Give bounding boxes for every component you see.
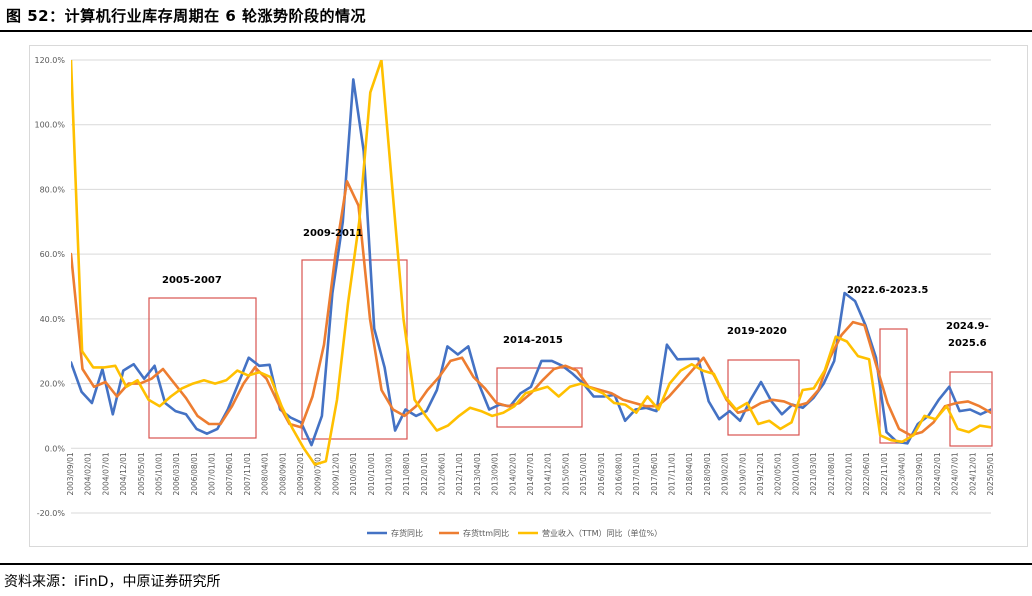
x-tick-label: 2021/08/01	[827, 452, 836, 495]
x-tick-label: 2011/08/01	[402, 452, 411, 495]
series-lines	[71, 60, 991, 466]
figure-title: 图 52：计算机行业库存周期在 6 轮涨势阶段的情况	[6, 6, 366, 25]
x-tick-label: 2017/11/01	[668, 452, 677, 495]
legend-label: 存货同比	[391, 528, 423, 538]
x-tick-label: 2024/12/01	[968, 452, 977, 495]
x-tick-label: 2019/02/01	[721, 452, 730, 495]
figure-footer: 资料来源：iFinD，中原证券研究所	[0, 563, 1032, 596]
period-label: 2009-2011	[303, 228, 363, 239]
x-tick-label: 2004/02/01	[84, 452, 93, 495]
y-tick-label: 0.0%	[45, 444, 66, 453]
x-tick-label: 2009/12/01	[331, 452, 340, 495]
x-tick-label: 2022/11/01	[880, 452, 889, 495]
x-tick-label: 2009/07/01	[314, 452, 323, 495]
x-tick-label: 2007/06/01	[225, 452, 234, 495]
x-tick-label: 2015/10/01	[579, 452, 588, 495]
x-tick-label: 2008/09/01	[278, 452, 287, 495]
x-tick-label: 2014/07/01	[526, 452, 535, 495]
series-line-2	[71, 180, 991, 437]
x-tick-label: 2015/05/01	[561, 452, 570, 495]
x-tick-label: 2019/07/01	[738, 452, 747, 495]
x-tick-label: 2017/06/01	[650, 452, 659, 495]
x-tick-label: 2010/10/01	[367, 452, 376, 495]
x-tick-label: 2005/05/01	[137, 452, 146, 495]
x-tick-label: 2017/01/01	[632, 452, 641, 495]
x-tick-label: 2013/04/01	[473, 452, 482, 495]
x-tick-label: 2024/02/01	[933, 452, 942, 495]
legend-label: 存货ttm同比	[463, 528, 509, 538]
x-tick-label: 2012/11/01	[455, 452, 464, 495]
x-axis-ticks: 2003/09/01 2004/02/01 2004/07/01 2004/12/01…	[66, 452, 995, 495]
legend: 存货同比 存货ttm同比 营业收入（TTM）同比（单位%）	[367, 528, 662, 538]
y-tick-label: 60.0%	[40, 250, 66, 259]
x-tick-label: 2014/02/01	[508, 452, 517, 495]
period-labels: 2005-2007 2009-2011 2014-2015 2019-2020 2022…	[162, 228, 989, 349]
x-tick-label: 2018/09/01	[703, 452, 712, 495]
y-tick-label: 20.0%	[40, 380, 66, 389]
period-box	[496, 367, 583, 428]
y-tick-label: 100.0%	[34, 121, 65, 130]
x-tick-label: 2013/09/01	[491, 452, 500, 495]
x-tick-label: 2011/03/01	[384, 452, 393, 495]
x-tick-label: 2007/11/01	[243, 452, 252, 495]
x-tick-label: 2016/03/01	[597, 452, 606, 495]
x-tick-label: 2023/04/01	[898, 452, 907, 495]
x-tick-label: 2023/09/01	[915, 452, 924, 495]
x-tick-label: 2020/10/01	[791, 452, 800, 495]
x-tick-label: 2003/09/01	[66, 452, 75, 495]
period-label-line2: 2025.6	[948, 338, 987, 349]
x-tick-label: 2022/06/01	[862, 452, 871, 495]
x-tick-label: 2005/10/01	[154, 452, 163, 495]
x-tick-label: 2014/12/01	[544, 452, 553, 495]
x-tick-label: 2010/05/01	[349, 452, 358, 495]
x-tick-label: 2007/01/01	[208, 452, 217, 495]
x-tick-label: 2012/01/01	[420, 452, 429, 495]
legend-label: 营业收入（TTM）同比（单位%）	[542, 528, 662, 538]
y-tick-label: 80.0%	[40, 185, 66, 194]
period-label: 2022.6-2023.5	[847, 285, 928, 296]
x-tick-label: 2004/12/01	[119, 452, 128, 495]
period-label: 2005-2007	[162, 275, 222, 286]
x-tick-label: 2006/08/01	[190, 452, 199, 495]
x-tick-label: 2004/07/01	[101, 452, 110, 495]
y-axis-ticks: -20.0% 0.0% 20.0% 40.0% 60.0% 80.0% 100.0% 120.…	[34, 56, 65, 518]
period-label: 2014-2015	[503, 335, 563, 346]
source-note: 资料来源：iFinD，中原证券研究所	[4, 573, 221, 590]
series-line-3	[71, 60, 991, 466]
x-tick-label: 2022/01/01	[844, 452, 853, 495]
period-box	[949, 371, 993, 447]
line-chart: -20.0% 0.0% 20.0% 40.0% 60.0% 80.0% 100.0% 120.…	[34, 56, 995, 538]
y-tick-label: 40.0%	[40, 315, 66, 324]
x-tick-label: 2018/04/01	[685, 452, 694, 495]
x-tick-label: 2019/12/01	[756, 452, 765, 495]
x-tick-label: 2008/04/01	[261, 452, 270, 495]
x-tick-label: 2006/03/01	[172, 452, 181, 495]
x-tick-label: 2021/03/01	[809, 452, 818, 495]
x-tick-label: 2020/05/01	[774, 452, 783, 495]
x-tick-label: 2012/06/01	[438, 452, 447, 495]
x-tick-label: 2009/02/01	[296, 452, 305, 495]
figure-header: 图 52：计算机行业库存周期在 6 轮涨势阶段的情况	[0, 0, 1032, 32]
x-tick-label: 2025/05/01	[986, 452, 995, 495]
period-label: 2024.9-	[946, 321, 989, 332]
series-line-1	[71, 78, 991, 447]
y-tick-label: 120.0%	[34, 56, 65, 65]
y-tick-label: -20.0%	[37, 509, 66, 518]
x-tick-label: 2016/08/01	[614, 452, 623, 495]
chart-frame: -20.0% 0.0% 20.0% 40.0% 60.0% 80.0% 100.0% 120.…	[29, 45, 1028, 547]
period-box	[879, 328, 908, 444]
x-tick-label: 2024/07/01	[951, 452, 960, 495]
period-label: 2019-2020	[727, 326, 787, 337]
